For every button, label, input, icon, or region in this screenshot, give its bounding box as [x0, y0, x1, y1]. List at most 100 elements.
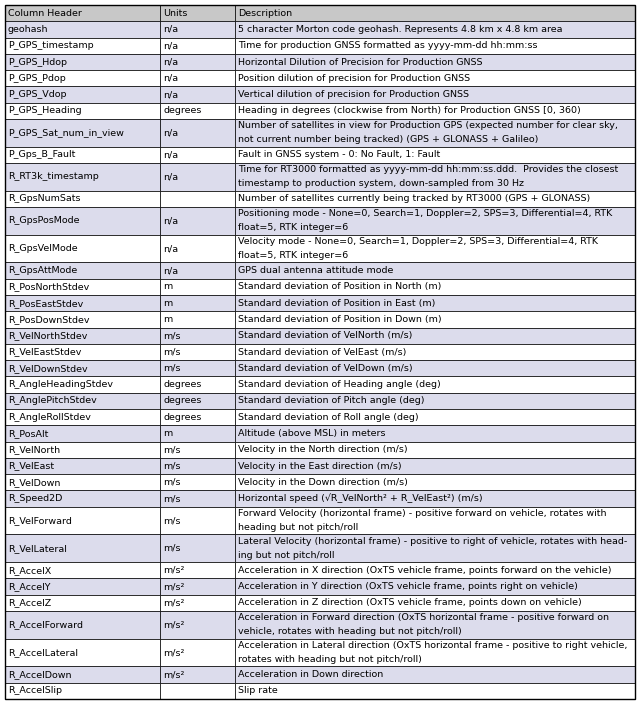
Bar — [5, 611, 160, 639]
Bar — [235, 37, 635, 54]
Bar — [160, 409, 235, 425]
Bar — [160, 207, 235, 234]
Text: m: m — [163, 429, 172, 438]
Text: R_GpsVelMode: R_GpsVelMode — [8, 244, 77, 253]
Bar — [160, 491, 235, 507]
Text: Time for RT3000 formatted as yyyy-mm-dd hh:mm:ss.ddd.  Provides the closest: Time for RT3000 formatted as yyyy-mm-dd … — [238, 165, 618, 175]
Bar — [5, 327, 160, 344]
Text: m: m — [163, 298, 172, 308]
Bar — [5, 234, 160, 263]
Text: Time for production GNSS formatted as yyyy-mm-dd hh:mm:ss: Time for production GNSS formatted as yy… — [238, 42, 538, 50]
Bar — [160, 54, 235, 70]
Bar — [160, 279, 235, 295]
Bar — [160, 103, 235, 119]
Bar — [160, 163, 235, 191]
Text: R_GpsAttMode: R_GpsAttMode — [8, 266, 77, 275]
Bar — [5, 21, 160, 37]
Bar — [235, 21, 635, 37]
Text: Description: Description — [238, 8, 292, 18]
Text: rotates with heading but not pitch/roll): rotates with heading but not pitch/roll) — [238, 655, 422, 664]
Bar — [160, 263, 235, 279]
Text: R_AccelDown: R_AccelDown — [8, 670, 72, 679]
Text: R_VelDownStdev: R_VelDownStdev — [8, 364, 88, 373]
Bar — [160, 458, 235, 474]
Bar — [235, 311, 635, 327]
Text: R_AccelZ: R_AccelZ — [8, 598, 51, 608]
Text: m/s: m/s — [163, 478, 180, 487]
Bar — [235, 491, 635, 507]
Text: n/a: n/a — [163, 74, 178, 83]
Text: degrees: degrees — [163, 413, 202, 422]
Bar — [235, 611, 635, 639]
Bar — [235, 163, 635, 191]
Text: P_GPS_Sat_num_in_view: P_GPS_Sat_num_in_view — [8, 128, 124, 137]
Bar — [160, 579, 235, 595]
Text: n/a: n/a — [163, 151, 178, 159]
Bar — [235, 562, 635, 579]
Text: Standard deviation of VelDown (m/s): Standard deviation of VelDown (m/s) — [238, 364, 413, 373]
Bar — [5, 683, 160, 699]
Text: Slip rate: Slip rate — [238, 686, 278, 696]
Bar — [235, 579, 635, 595]
Bar — [235, 409, 635, 425]
Text: m/s²: m/s² — [163, 582, 184, 591]
Bar — [160, 70, 235, 87]
Bar — [235, 683, 635, 699]
Text: R_AnglePitchStdev: R_AnglePitchStdev — [8, 396, 97, 406]
Text: n/a: n/a — [163, 90, 178, 99]
Text: R_GpsNumSats: R_GpsNumSats — [8, 194, 81, 203]
Text: n/a: n/a — [163, 58, 178, 66]
Bar — [5, 409, 160, 425]
Bar — [160, 37, 235, 54]
Bar — [160, 639, 235, 667]
Bar — [5, 295, 160, 311]
Text: vehicle, rotates with heading but not pitch/roll): vehicle, rotates with heading but not pi… — [238, 627, 461, 636]
Bar — [235, 327, 635, 344]
Text: R_GpsPosMode: R_GpsPosMode — [8, 216, 79, 225]
Bar — [160, 507, 235, 534]
Text: degrees: degrees — [163, 106, 202, 115]
Bar — [5, 344, 160, 360]
Text: GPS dual antenna attitude mode: GPS dual antenna attitude mode — [238, 266, 394, 275]
Text: Position dilution of precision for Production GNSS: Position dilution of precision for Produ… — [238, 74, 470, 83]
Bar — [160, 667, 235, 683]
Bar — [235, 667, 635, 683]
Bar — [5, 360, 160, 377]
Text: n/a: n/a — [163, 25, 178, 34]
Text: Standard deviation of VelEast (m/s): Standard deviation of VelEast (m/s) — [238, 348, 406, 356]
Text: Standard deviation of Heading angle (deg): Standard deviation of Heading angle (deg… — [238, 380, 441, 389]
Bar — [160, 295, 235, 311]
Text: R_Speed2D: R_Speed2D — [8, 494, 62, 503]
Bar — [235, 344, 635, 360]
Bar — [5, 458, 160, 474]
Text: P_GPS_timestamp: P_GPS_timestamp — [8, 42, 93, 50]
Bar — [235, 474, 635, 491]
Bar — [235, 146, 635, 163]
Text: geohash: geohash — [8, 25, 49, 34]
Text: Standard deviation of Position in East (m): Standard deviation of Position in East (… — [238, 298, 435, 308]
Text: R_AccelLateral: R_AccelLateral — [8, 648, 78, 657]
Bar — [235, 87, 635, 103]
Bar — [235, 207, 635, 234]
Bar — [160, 441, 235, 458]
Text: n/a: n/a — [163, 172, 178, 182]
Bar — [160, 5, 235, 21]
Bar — [235, 441, 635, 458]
Text: float=5, RTK integer=6: float=5, RTK integer=6 — [238, 251, 348, 260]
Text: Acceleration in Forward direction (OxTS horizontal frame - positive forward on: Acceleration in Forward direction (OxTS … — [238, 613, 609, 622]
Text: 5 character Morton code geohash. Represents 4.8 km x 4.8 km area: 5 character Morton code geohash. Represe… — [238, 25, 563, 34]
Bar — [5, 377, 160, 393]
Bar — [160, 534, 235, 562]
Text: R_VelForward: R_VelForward — [8, 516, 72, 525]
Bar — [235, 639, 635, 667]
Text: R_AccelY: R_AccelY — [8, 582, 51, 591]
Bar — [235, 263, 635, 279]
Bar — [5, 639, 160, 667]
Text: R_AccelForward: R_AccelForward — [8, 620, 83, 629]
Text: m/s: m/s — [163, 462, 180, 470]
Bar — [160, 327, 235, 344]
Text: Velocity in the North direction (m/s): Velocity in the North direction (m/s) — [238, 445, 408, 454]
Bar — [160, 311, 235, 327]
Bar — [235, 393, 635, 409]
Text: timestamp to production system, down-sampled from 30 Hz: timestamp to production system, down-sam… — [238, 180, 524, 188]
